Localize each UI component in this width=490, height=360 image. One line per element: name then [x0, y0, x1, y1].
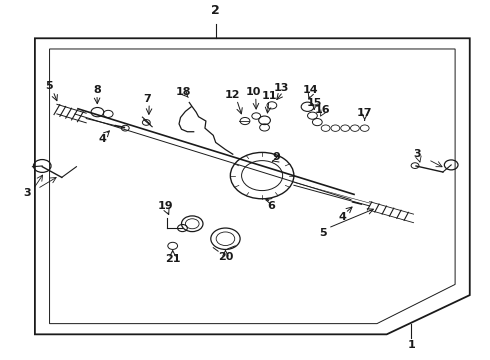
Text: 7: 7 — [144, 94, 151, 104]
Text: 1: 1 — [407, 340, 415, 350]
Text: 10: 10 — [246, 87, 262, 98]
Text: 3: 3 — [414, 149, 421, 159]
Text: 5: 5 — [319, 228, 327, 238]
Text: 8: 8 — [93, 85, 101, 95]
Text: 15: 15 — [307, 98, 322, 108]
Text: 16: 16 — [315, 105, 330, 114]
Text: 5: 5 — [45, 81, 52, 91]
Text: 9: 9 — [273, 152, 281, 162]
Text: 3: 3 — [24, 188, 31, 198]
Text: 6: 6 — [268, 201, 275, 211]
Text: 19: 19 — [158, 201, 173, 211]
Text: 18: 18 — [176, 87, 191, 97]
Text: 13: 13 — [273, 83, 289, 93]
Text: 12: 12 — [224, 90, 240, 100]
Text: 17: 17 — [357, 108, 372, 118]
Text: 2: 2 — [211, 4, 220, 17]
Text: 4: 4 — [98, 134, 106, 144]
Text: 4: 4 — [339, 212, 346, 222]
Text: 20: 20 — [218, 252, 233, 262]
Text: 21: 21 — [165, 254, 180, 264]
Text: 11: 11 — [261, 91, 277, 101]
Text: 14: 14 — [303, 85, 318, 95]
